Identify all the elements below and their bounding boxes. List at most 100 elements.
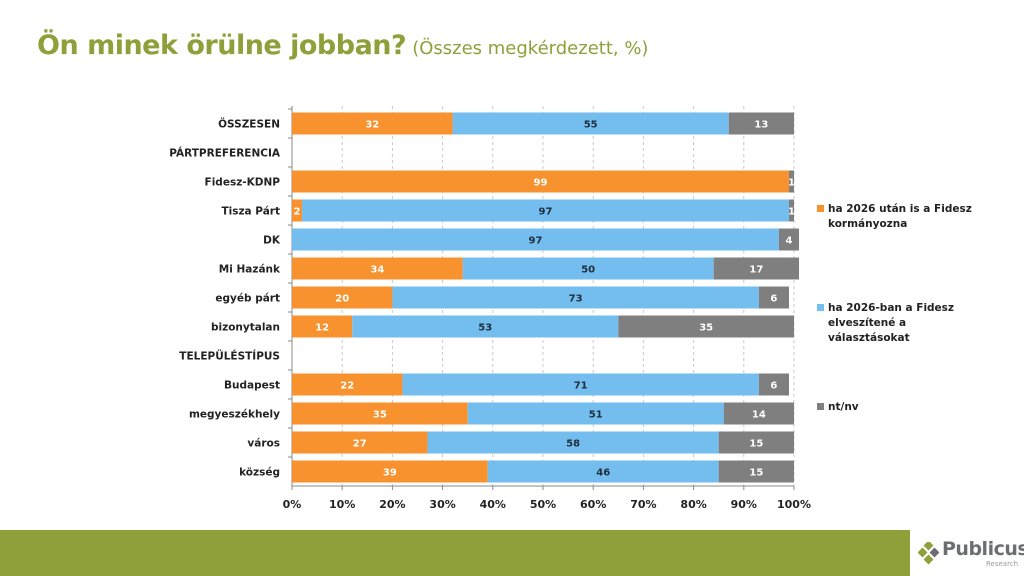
bar-segment bbox=[467, 402, 724, 425]
bar-segment bbox=[292, 286, 393, 309]
category-label: TELEPÜLÉSTÍPUS bbox=[179, 349, 280, 363]
legend-label: választásokat bbox=[828, 332, 910, 344]
data-label: 35 bbox=[373, 410, 387, 421]
x-tick-label: 30% bbox=[429, 498, 455, 511]
data-label: 32 bbox=[365, 120, 379, 131]
data-label: 14 bbox=[752, 410, 766, 421]
category-label: ÖSSZESEN bbox=[218, 117, 280, 131]
category-label: Tisza Párt bbox=[221, 206, 280, 218]
bar-segment bbox=[778, 228, 800, 251]
data-label: 55 bbox=[584, 120, 598, 131]
data-label: 71 bbox=[574, 381, 588, 392]
data-label: 97 bbox=[539, 207, 553, 218]
category-label: PÁRTPREFERENCIA bbox=[169, 147, 281, 160]
data-label: 34 bbox=[370, 265, 384, 276]
bar-segment bbox=[788, 170, 794, 193]
bar-segment bbox=[392, 286, 759, 309]
category-label: Fidesz-KDNP bbox=[205, 177, 281, 189]
x-tick-label: 50% bbox=[530, 498, 556, 511]
category-label: megyeszékhely bbox=[189, 409, 280, 421]
x-tick-label: 0% bbox=[283, 498, 302, 511]
data-label: 39 bbox=[383, 468, 397, 479]
bar-segment bbox=[292, 199, 303, 222]
bar-segment bbox=[618, 315, 794, 338]
data-label: 20 bbox=[335, 294, 349, 305]
data-label: 46 bbox=[596, 468, 610, 479]
data-label: 15 bbox=[749, 439, 763, 450]
bar-segment bbox=[723, 402, 794, 425]
bar-segment bbox=[427, 431, 719, 454]
x-tick-label: 60% bbox=[580, 498, 606, 511]
data-label: 53 bbox=[478, 323, 492, 334]
category-label: Budapest bbox=[224, 380, 280, 392]
bar-segment bbox=[713, 257, 800, 280]
x-tick-label: 90% bbox=[731, 498, 757, 511]
data-label: 22 bbox=[340, 381, 354, 392]
data-label: 6 bbox=[770, 381, 777, 392]
data-label: 4 bbox=[785, 236, 792, 247]
bar-segment bbox=[758, 373, 789, 396]
bar-segment bbox=[292, 460, 488, 483]
bar-segment bbox=[292, 373, 403, 396]
data-label: 12 bbox=[315, 323, 329, 334]
bar-segment bbox=[292, 170, 789, 193]
x-tick-label: 20% bbox=[379, 498, 405, 511]
bar-segment bbox=[302, 199, 789, 222]
legend-swatch bbox=[817, 304, 824, 311]
x-tick-label: 40% bbox=[480, 498, 506, 511]
legend-label: kormányozna bbox=[828, 218, 907, 230]
bar-segment bbox=[292, 112, 453, 135]
bar-segment bbox=[718, 460, 794, 483]
bar-segment bbox=[292, 431, 428, 454]
category-label: Mi Hazánk bbox=[219, 264, 281, 276]
data-label: 6 bbox=[770, 294, 777, 305]
category-label: város bbox=[247, 438, 280, 450]
data-label: 50 bbox=[581, 265, 595, 276]
data-label: 58 bbox=[566, 439, 580, 450]
x-tick-label: 70% bbox=[630, 498, 656, 511]
title-main: Ön minek örülne jobban? bbox=[37, 30, 407, 61]
bar-segment bbox=[718, 431, 794, 454]
category-label: egyéb párt bbox=[215, 293, 280, 305]
data-label: 35 bbox=[699, 323, 713, 334]
data-label: 1 bbox=[788, 207, 795, 218]
bar-segment bbox=[462, 257, 714, 280]
legend-label: ha 2026 után is a Fidesz bbox=[828, 203, 972, 215]
bar-segment bbox=[292, 402, 468, 425]
publicus-logo: Publicus Research bbox=[916, 536, 1024, 572]
data-label: 1 bbox=[788, 178, 795, 189]
bar-segment bbox=[788, 199, 794, 222]
category-label: község bbox=[239, 467, 280, 479]
legend-label: nt/nv bbox=[828, 401, 859, 413]
logo-diamonds-icon bbox=[918, 542, 940, 565]
x-tick-label: 10% bbox=[329, 498, 355, 511]
legend-label: elveszítené a bbox=[828, 317, 906, 329]
data-label: 2 bbox=[294, 207, 301, 218]
logo-subtext: Research bbox=[986, 560, 1019, 568]
data-label: 13 bbox=[754, 120, 768, 131]
category-label: DK bbox=[263, 235, 281, 247]
bar-segment bbox=[352, 315, 619, 338]
category-label: bizonytalan bbox=[211, 322, 280, 334]
x-tick-label: 100% bbox=[777, 498, 811, 511]
data-label: 73 bbox=[569, 294, 583, 305]
logo-text: Publicus bbox=[942, 538, 1024, 560]
footer-bar bbox=[0, 530, 910, 576]
bar-segment bbox=[292, 257, 463, 280]
bar-segment bbox=[292, 315, 353, 338]
bar-segment bbox=[728, 112, 794, 135]
data-label: 27 bbox=[353, 439, 367, 450]
bar-segment bbox=[758, 286, 789, 309]
slide-title: Ön minek örülne jobban? (Összes megkérdez… bbox=[37, 30, 648, 61]
data-label: 15 bbox=[749, 468, 763, 479]
x-tick-label: 80% bbox=[680, 498, 706, 511]
bar-segment bbox=[487, 460, 719, 483]
data-label: 97 bbox=[529, 236, 543, 247]
title-subtitle: (Összes megkérdezett, %) bbox=[412, 38, 649, 59]
legend-swatch bbox=[817, 205, 824, 212]
data-label: 17 bbox=[749, 265, 763, 276]
bar-segment bbox=[292, 228, 779, 251]
data-label: 51 bbox=[589, 410, 603, 421]
bar-segment bbox=[452, 112, 729, 135]
